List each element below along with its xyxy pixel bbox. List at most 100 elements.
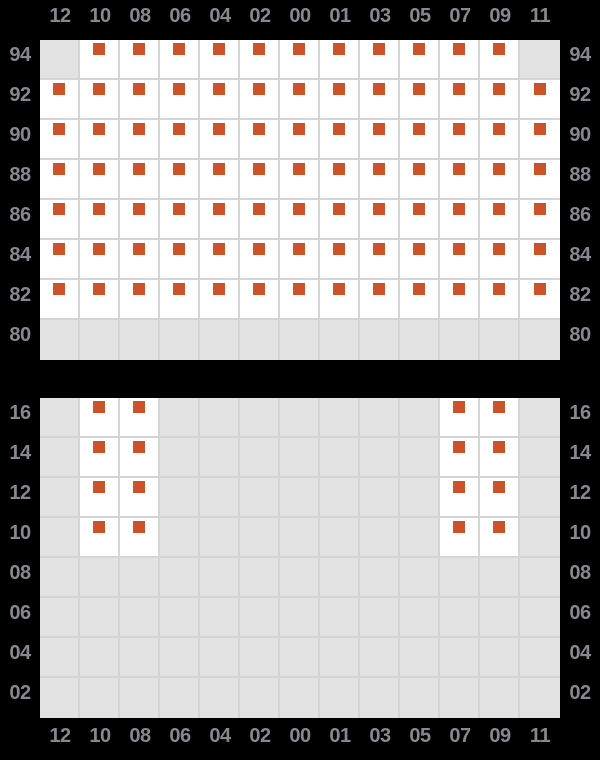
grid-cell[interactable] xyxy=(200,120,240,160)
grid-cell[interactable] xyxy=(320,40,360,80)
grid-cell[interactable] xyxy=(80,478,120,518)
grid-cell[interactable] xyxy=(80,398,120,438)
grid-cell[interactable] xyxy=(280,80,320,120)
grid-cell[interactable] xyxy=(400,120,440,160)
grid-cell[interactable] xyxy=(160,240,200,280)
grid-cell[interactable] xyxy=(440,120,480,160)
grid-cell[interactable] xyxy=(280,40,320,80)
grid-cell[interactable] xyxy=(440,280,480,320)
grid-cell[interactable] xyxy=(120,478,160,518)
grid-cell[interactable] xyxy=(520,160,560,200)
grid-cell[interactable] xyxy=(480,280,520,320)
grid-cell[interactable] xyxy=(480,120,520,160)
grid-cell[interactable] xyxy=(480,200,520,240)
grid-cell[interactable] xyxy=(480,80,520,120)
grid-cell[interactable] xyxy=(160,280,200,320)
grid-cell[interactable] xyxy=(80,120,120,160)
grid-cell[interactable] xyxy=(480,240,520,280)
grid-cell[interactable] xyxy=(440,200,480,240)
grid-cell[interactable] xyxy=(400,40,440,80)
grid-cell[interactable] xyxy=(80,240,120,280)
grid-cell[interactable] xyxy=(80,200,120,240)
grid-cell[interactable] xyxy=(160,200,200,240)
grid-cell[interactable] xyxy=(240,80,280,120)
grid-cell[interactable] xyxy=(360,280,400,320)
grid-cell[interactable] xyxy=(400,240,440,280)
grid-cell[interactable] xyxy=(80,40,120,80)
grid-cell[interactable] xyxy=(80,438,120,478)
grid-cell[interactable] xyxy=(520,200,560,240)
grid-cell[interactable] xyxy=(40,120,80,160)
grid-cell[interactable] xyxy=(160,80,200,120)
grid-cell[interactable] xyxy=(120,120,160,160)
grid-cell[interactable] xyxy=(480,518,520,558)
grid-cell[interactable] xyxy=(40,160,80,200)
grid-cell[interactable] xyxy=(120,200,160,240)
grid-cell[interactable] xyxy=(280,120,320,160)
grid-cell[interactable] xyxy=(440,80,480,120)
grid-cell[interactable] xyxy=(440,398,480,438)
grid-cell[interactable] xyxy=(360,200,400,240)
grid-cell[interactable] xyxy=(400,160,440,200)
grid-cell[interactable] xyxy=(320,80,360,120)
grid-cell[interactable] xyxy=(280,200,320,240)
grid-cell[interactable] xyxy=(520,120,560,160)
grid-cell[interactable] xyxy=(480,40,520,80)
grid-cell[interactable] xyxy=(200,160,240,200)
grid-cell[interactable] xyxy=(120,160,160,200)
grid-cell[interactable] xyxy=(320,120,360,160)
grid-cell[interactable] xyxy=(240,200,280,240)
grid-cell[interactable] xyxy=(160,120,200,160)
grid-cell[interactable] xyxy=(40,200,80,240)
grid-cell[interactable] xyxy=(240,160,280,200)
grid-cell[interactable] xyxy=(320,240,360,280)
grid-cell[interactable] xyxy=(280,280,320,320)
grid-cell[interactable] xyxy=(440,478,480,518)
grid-cell[interactable] xyxy=(160,160,200,200)
grid-cell[interactable] xyxy=(120,40,160,80)
grid-cell[interactable] xyxy=(80,160,120,200)
grid-cell[interactable] xyxy=(40,240,80,280)
grid-cell[interactable] xyxy=(360,240,400,280)
grid-cell[interactable] xyxy=(200,40,240,80)
grid-cell[interactable] xyxy=(240,120,280,160)
grid-cell[interactable] xyxy=(40,280,80,320)
grid-cell[interactable] xyxy=(440,160,480,200)
grid-cell[interactable] xyxy=(440,240,480,280)
grid-cell[interactable] xyxy=(440,40,480,80)
grid-cell[interactable] xyxy=(480,478,520,518)
grid-cell[interactable] xyxy=(520,240,560,280)
grid-cell[interactable] xyxy=(360,80,400,120)
grid-cell[interactable] xyxy=(240,240,280,280)
grid-cell[interactable] xyxy=(400,200,440,240)
grid-cell[interactable] xyxy=(200,280,240,320)
grid-cell[interactable] xyxy=(200,240,240,280)
grid-cell[interactable] xyxy=(480,398,520,438)
grid-cell[interactable] xyxy=(240,40,280,80)
grid-cell[interactable] xyxy=(120,438,160,478)
grid-cell[interactable] xyxy=(320,160,360,200)
grid-cell[interactable] xyxy=(400,80,440,120)
grid-cell[interactable] xyxy=(200,200,240,240)
grid-cell[interactable] xyxy=(480,160,520,200)
grid-cell[interactable] xyxy=(480,438,520,478)
grid-cell[interactable] xyxy=(240,280,280,320)
grid-cell[interactable] xyxy=(400,280,440,320)
grid-cell[interactable] xyxy=(40,80,80,120)
grid-cell[interactable] xyxy=(120,518,160,558)
grid-cell[interactable] xyxy=(360,160,400,200)
grid-cell[interactable] xyxy=(360,120,400,160)
grid-cell[interactable] xyxy=(80,280,120,320)
grid-cell[interactable] xyxy=(120,240,160,280)
grid-cell[interactable] xyxy=(520,280,560,320)
grid-cell[interactable] xyxy=(320,280,360,320)
grid-cell[interactable] xyxy=(440,518,480,558)
grid-cell[interactable] xyxy=(120,80,160,120)
grid-cell[interactable] xyxy=(80,80,120,120)
grid-cell[interactable] xyxy=(320,200,360,240)
grid-cell[interactable] xyxy=(360,40,400,80)
grid-cell[interactable] xyxy=(200,80,240,120)
grid-cell[interactable] xyxy=(520,80,560,120)
grid-cell[interactable] xyxy=(160,40,200,80)
grid-cell[interactable] xyxy=(120,280,160,320)
